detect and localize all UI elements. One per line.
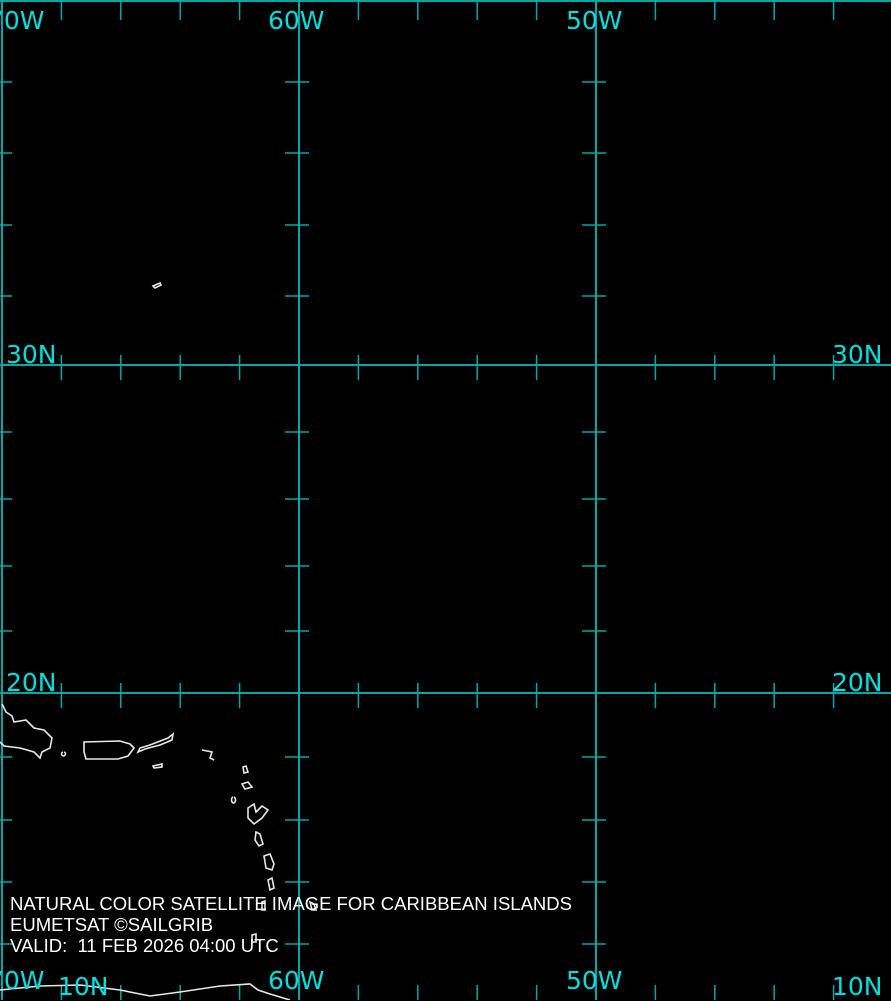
coast-grenada <box>251 932 257 943</box>
caption-credit: EUMETSAT ©SAILGRIB <box>10 914 214 935</box>
lat-label-right-10n: 10N <box>832 972 883 1001</box>
lat-label-left-20n: 20N <box>6 668 57 697</box>
coast-puerto-rico <box>83 740 136 760</box>
caption-valid-time: VALID: 11 FEB 2026 04:00 UTC <box>10 935 279 956</box>
coast-virgin-islands <box>136 732 175 754</box>
coast-st-lucia <box>267 876 275 892</box>
coast-st-croix <box>151 763 163 769</box>
coast-st-vincent <box>261 899 266 911</box>
lon-label-bottom-70w: 70W <box>0 966 45 995</box>
coast-anguilla <box>201 749 215 761</box>
coast-bermuda <box>151 281 163 289</box>
lat-label-right-20n: 20N <box>832 668 883 697</box>
lon-label-bottom-60w: 60W <box>268 966 325 995</box>
caption-title: NATURAL COLOR SATELLITE IMAGE FOR CARIBB… <box>10 893 572 914</box>
coast-martinique <box>263 853 275 872</box>
coast-dominica <box>254 830 264 848</box>
coast-mona <box>60 751 67 757</box>
coast-barbados <box>308 900 318 911</box>
lon-label-top-70w: 70W <box>0 6 45 35</box>
coast-montserrat <box>230 796 237 804</box>
lon-label-top-60w: 60W <box>268 6 325 35</box>
coastlines <box>0 281 318 1000</box>
lon-label-bottom-50w: 50W <box>566 966 623 995</box>
lon-label-top-50w: 50W <box>566 6 623 35</box>
coast-barbuda <box>242 764 250 774</box>
coast-hispaniola <box>0 703 53 760</box>
lat-label-left-30n: 30N <box>6 340 57 369</box>
lat-label-right-30n: 30N <box>832 340 883 369</box>
lat-label-left-10n: 10N <box>58 972 109 1001</box>
coast-south-america <box>0 983 291 1000</box>
coast-antigua <box>240 781 254 790</box>
coast-guadeloupe <box>247 802 270 826</box>
